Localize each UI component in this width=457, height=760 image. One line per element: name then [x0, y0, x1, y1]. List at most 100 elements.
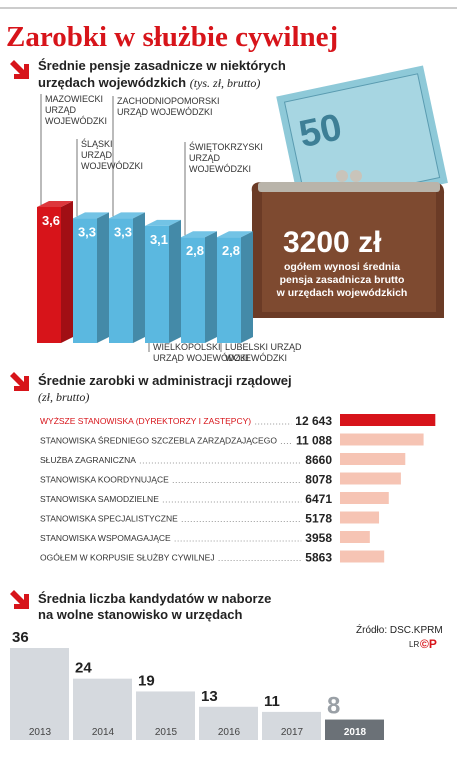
- category-label: STANOWISKA SAMODZIELNE: [40, 494, 159, 504]
- bar: [73, 678, 132, 740]
- logo: ©P: [420, 637, 437, 651]
- category-label: WOJEWÓDZKI: [81, 161, 143, 171]
- bar: [199, 706, 258, 740]
- x-tick-label: 2013: [29, 727, 52, 738]
- bar-side: [205, 231, 217, 343]
- bar: [340, 414, 436, 426]
- bar: [136, 691, 195, 740]
- category-label: WOJEWÓDZKI: [225, 353, 287, 363]
- chart-title: urzędach wojewódzkich: [38, 75, 186, 90]
- value-label: 3,3: [78, 224, 96, 239]
- value-label: 19: [138, 672, 155, 689]
- category-label: STANOWISKA ŚREDNIEGO SZCZEBLA ZARZĄDZAJĄ…: [40, 435, 277, 446]
- category-label: STANOWISKA SPECJALISTYCZNE: [40, 514, 178, 524]
- credit: LR: [409, 640, 419, 649]
- x-tick-label: 2016: [218, 727, 241, 738]
- bar: [325, 719, 384, 740]
- x-tick-label: 2017: [281, 727, 304, 738]
- category-label: LUBELSKI URZĄD: [225, 342, 302, 352]
- bar-side: [133, 212, 145, 343]
- category-label: URZĄD WOJEWÓDZKI: [117, 107, 213, 117]
- category-label: OGÓŁEM W KORPUSIE SŁUŻBY CYWILNEJ: [40, 553, 215, 563]
- value-label: 12 643: [295, 414, 332, 428]
- bar: [340, 550, 385, 563]
- bar: [340, 511, 380, 524]
- category-label: STANOWISKA WSPOMAGAJĄCE: [40, 533, 171, 543]
- svg-text:50: 50: [295, 106, 345, 156]
- x-tick-label: 2015: [155, 727, 178, 738]
- chart-title: urzędach wojewódzkich (tys. zł, brutto): [38, 75, 260, 90]
- bar: [10, 648, 69, 740]
- value-label: 11 088: [296, 434, 332, 448]
- annotation-text: w urzędach wojewódzkich: [276, 287, 408, 299]
- chart-title: Średnia liczba kandydatów w naborze: [38, 591, 271, 606]
- bar: [340, 433, 424, 446]
- value-label: 2,8: [186, 243, 204, 258]
- bar-side: [61, 201, 73, 343]
- value-label: 24: [75, 660, 92, 677]
- bar-side: [169, 219, 181, 343]
- bar-top: [145, 219, 181, 226]
- category-label: URZĄD: [189, 153, 220, 163]
- value-label: 13: [201, 688, 218, 705]
- value-label: 6471: [305, 492, 332, 506]
- category-label: SŁUŻBA ZAGRANICZNA: [40, 455, 136, 465]
- chart-subtitle: (tys. zł, brutto): [190, 76, 261, 90]
- chart-title: na wolne stanowisko w urzędach: [38, 607, 242, 622]
- annotation-headline: 3200 zł: [283, 226, 382, 259]
- value-label: 8078: [305, 473, 332, 487]
- annotation-text: ogółem wynosi średnia: [284, 261, 400, 273]
- chart-title: Średnie pensje zasadnicze w niektórych: [38, 58, 286, 73]
- bar: [145, 225, 169, 343]
- category-label: ZACHODNIOPOMORSKI: [117, 96, 220, 106]
- bar: [340, 472, 401, 485]
- bar-top: [217, 231, 253, 238]
- purse-illustration: 50: [251, 65, 448, 318]
- chart-title: Średnie zarobki w administracji rządowej: [38, 373, 292, 388]
- bar: [262, 711, 321, 740]
- bar: [217, 237, 241, 343]
- value-label: 8660: [305, 453, 332, 467]
- category-label: URZĄD: [81, 150, 112, 160]
- category-label: MAZOWIECKI: [45, 94, 103, 104]
- bar: [109, 218, 133, 343]
- value-label: 8: [327, 693, 340, 720]
- section-icons: [10, 60, 29, 609]
- bar: [37, 207, 61, 343]
- bar: [340, 453, 406, 465]
- chart-subtitle: (zł, brutto): [38, 390, 89, 404]
- bar: [340, 531, 370, 543]
- annotation-text: pensja zasadnicza brutto: [280, 274, 405, 286]
- source: Źródło: DSC.KPRM: [356, 623, 443, 636]
- bar-top: [181, 231, 217, 238]
- bar-top: [73, 212, 109, 219]
- category-label: URZĄD WOJEWÓDZKI: [153, 353, 249, 363]
- category-label: WYŻSZE STANOWISKA (DYREKTORZY I ZASTĘPCY…: [40, 416, 251, 426]
- value-label: 2,8: [222, 243, 240, 258]
- bar-side: [241, 231, 253, 343]
- bar: [181, 237, 205, 343]
- bar: [340, 492, 389, 504]
- value-label: 3,3: [114, 224, 132, 239]
- x-tick-label: 2018: [344, 727, 367, 738]
- category-label: STANOWISKA KOORDYNUJĄCE: [40, 475, 169, 485]
- value-label: 5178: [305, 512, 332, 526]
- bar-top: [109, 212, 145, 219]
- value-label: 36: [12, 629, 29, 646]
- category-label: WOJEWÓDZKI: [45, 116, 107, 126]
- value-label: 3,1: [150, 232, 168, 247]
- value-label: 3958: [305, 531, 332, 545]
- bar-top: [37, 201, 73, 207]
- category-label: WOJEWÓDZKI: [189, 164, 251, 174]
- category-label: WIELKOPOLSKI: [153, 342, 221, 352]
- category-label: ŚLĄSKI: [81, 138, 113, 149]
- bar-side: [97, 212, 109, 343]
- x-tick-label: 2014: [92, 727, 115, 738]
- page-title: Zarobki w służbie cywilnej: [6, 21, 338, 53]
- category-label: ŚWIĘTOKRZYSKI: [189, 141, 263, 152]
- value-label: 3,6: [42, 213, 60, 228]
- category-label: URZĄD: [45, 105, 76, 115]
- value-label: 11: [264, 693, 280, 710]
- value-label: 5863: [305, 551, 332, 565]
